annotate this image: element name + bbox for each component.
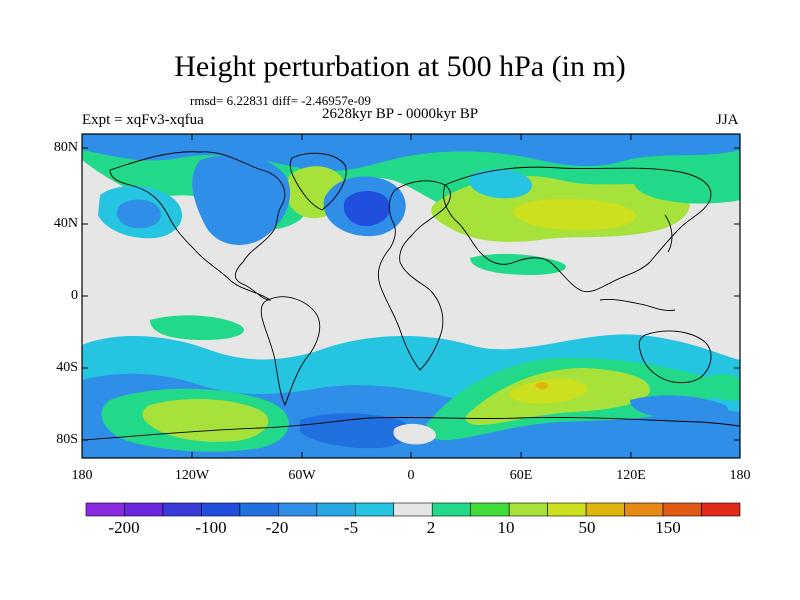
north-america-blue: [192, 155, 291, 245]
colorbar-box: [124, 502, 164, 517]
height-field: [82, 134, 740, 458]
lat-label: 40S: [56, 360, 78, 375]
lat-label: 80S: [56, 432, 78, 447]
greenland-coast: [289, 152, 347, 211]
colorbar: [85, 502, 741, 517]
colorbar-box: [624, 502, 664, 517]
lon-label: 60E: [509, 468, 533, 483]
lon-label: 180: [729, 468, 751, 483]
colorbar-label: -100: [195, 518, 227, 537]
colorbar-box: [239, 502, 279, 517]
colorbar-box: [316, 502, 356, 517]
lon-label: 0: [407, 468, 415, 483]
lat-label: 80N: [53, 140, 78, 155]
south-america-coast: [260, 296, 321, 407]
colorbar-label: 50: [578, 518, 596, 537]
australia-coast: [638, 330, 712, 384]
colorbar-box: [85, 502, 125, 517]
colorbar-box: [431, 502, 472, 517]
lat-label: 40N: [53, 216, 78, 231]
indian-ocean-yellow: [509, 378, 588, 404]
japan-coast: [664, 214, 673, 253]
colorbar-box: [585, 502, 625, 517]
lon-label: 120E: [616, 468, 646, 483]
east-asia-blue: [469, 168, 532, 199]
coastlines: [82, 151, 740, 441]
colorbar-box: [547, 502, 587, 517]
time-period: 2628kyr BP - 0000kyr BP: [322, 106, 479, 122]
asia-yellow: [513, 198, 637, 230]
north-pacific-core: [116, 199, 161, 229]
colorbar-label: -20: [265, 518, 289, 537]
europe-africa-coast: [377, 180, 451, 371]
colorbar-label: 10: [497, 518, 515, 537]
colorbar-box: [201, 502, 241, 517]
experiment-label: Expt = xqFv3-xqfua: [82, 112, 204, 128]
colorbar-box: [354, 502, 395, 517]
asia-coast: [443, 166, 712, 293]
tropical-green-patch: [150, 315, 244, 340]
lon-label: 180: [71, 468, 93, 483]
east-pacific-green: [470, 253, 566, 275]
colorbar-box: [470, 502, 510, 517]
lon-label: 60W: [288, 468, 316, 483]
page-title: Height perturbation at 500 hPa (in m): [174, 50, 626, 83]
lat-label: 0: [71, 288, 78, 303]
colorbar-box: [701, 502, 741, 517]
north-atlantic-core: [343, 191, 391, 227]
tasman-green: [700, 374, 740, 401]
colorbar-box: [278, 502, 318, 517]
indonesia-coast: [599, 299, 676, 311]
australia-south-blue: [630, 395, 729, 420]
colorbar-box: [162, 502, 202, 517]
stats-line: rmsd= 6.22831 diff= -2.46957e-09: [190, 93, 371, 108]
colorbar-label: 2: [426, 518, 436, 537]
colorbar-box: [662, 502, 702, 517]
indian-ocean-core: [535, 382, 548, 390]
colorbar-label: 150: [655, 518, 681, 537]
far-east-green: [634, 165, 740, 204]
colorbar-box: [393, 502, 433, 517]
axis-ticks: [82, 134, 740, 458]
south-pacific-lime: [142, 398, 269, 442]
antarctica-coast: [82, 416, 740, 441]
season-label: JJA: [716, 112, 739, 128]
colorbar-label: -200: [108, 518, 140, 537]
lon-label: 120W: [174, 468, 210, 483]
arctic-blue-band: [82, 134, 740, 171]
north-america-coast: [109, 151, 286, 301]
antarctic-neutral: [393, 423, 436, 445]
colorbar-label: -5: [343, 518, 359, 537]
colorbar-box: [508, 502, 548, 517]
